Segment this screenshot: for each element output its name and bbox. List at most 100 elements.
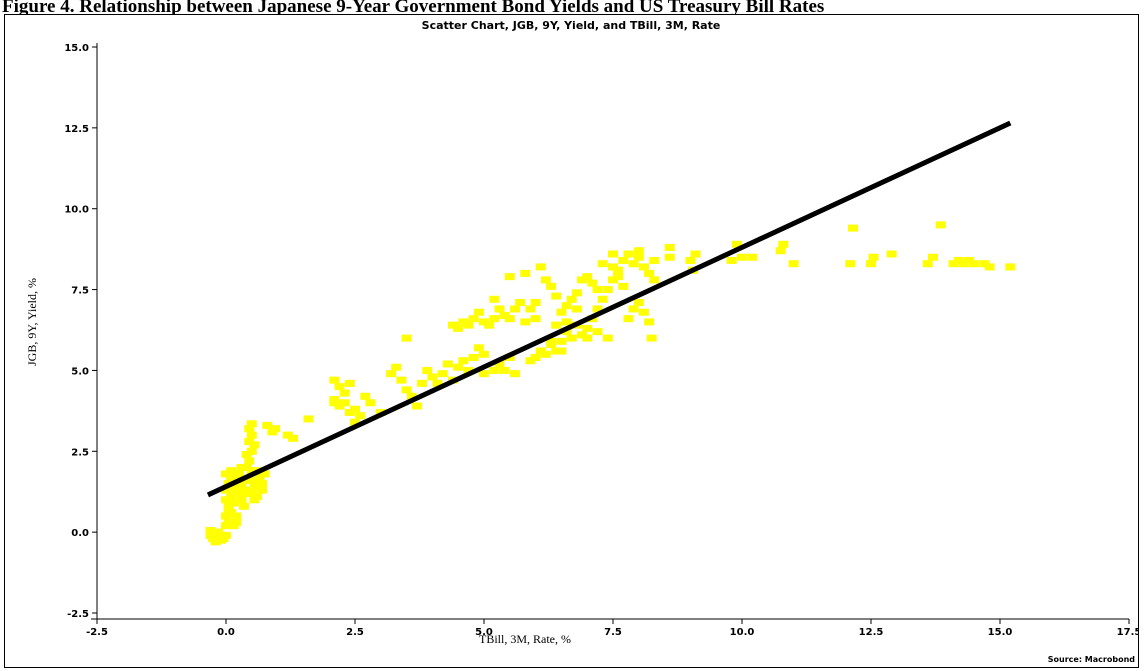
- data-point: [551, 321, 562, 329]
- y-tick-label: 12.5: [64, 124, 89, 135]
- data-point: [628, 305, 639, 313]
- data-point: [566, 334, 577, 342]
- data-points: [205, 221, 1016, 546]
- source-label: Source: Macrobond: [1048, 655, 1136, 664]
- data-point: [401, 386, 412, 394]
- y-tick-label: 0.0: [71, 528, 89, 539]
- data-point: [613, 273, 624, 281]
- data-point: [638, 263, 649, 271]
- data-point: [556, 337, 567, 345]
- data-point: [334, 402, 345, 410]
- data-point: [775, 247, 786, 255]
- data-point: [638, 308, 649, 316]
- data-point: [221, 531, 231, 539]
- data-point: [244, 457, 255, 465]
- data-point: [334, 383, 345, 391]
- data-point: [597, 260, 608, 268]
- y-axis-title: JGB, 9Y, Yield, %: [25, 278, 39, 366]
- data-point: [479, 350, 489, 358]
- data-point: [499, 311, 510, 319]
- x-tick-label: 2.5: [346, 627, 364, 638]
- data-point: [246, 420, 257, 428]
- data-point: [623, 250, 634, 258]
- data-point: [551, 347, 562, 355]
- data-point: [571, 305, 582, 313]
- data-point: [244, 476, 255, 484]
- data-point: [561, 302, 572, 310]
- data-point: [618, 282, 629, 290]
- data-point: [633, 299, 644, 307]
- data-point: [246, 431, 257, 439]
- data-point: [453, 324, 464, 332]
- data-point: [613, 266, 624, 274]
- data-point: [556, 347, 567, 355]
- data-point: [221, 496, 231, 504]
- data-point: [628, 260, 639, 268]
- data-point: [221, 470, 231, 478]
- data-point: [458, 357, 469, 365]
- data-point: [339, 389, 350, 397]
- data-point: [868, 253, 879, 261]
- data-point: [251, 483, 262, 491]
- data-point: [520, 269, 531, 277]
- data-point: [239, 489, 250, 497]
- data-point: [633, 253, 644, 261]
- data-point: [329, 399, 340, 407]
- data-point: [747, 253, 758, 261]
- x-tick-label: -2.5: [86, 627, 108, 638]
- data-point: [303, 415, 314, 423]
- data-point: [582, 334, 593, 342]
- data-point: [442, 360, 453, 368]
- data-point: [644, 269, 655, 277]
- data-point: [406, 392, 417, 400]
- data-point: [964, 256, 975, 264]
- data-point: [566, 295, 577, 303]
- data-point: [504, 315, 515, 323]
- data-point: [530, 299, 541, 307]
- data-point: [509, 370, 520, 378]
- data-point: [726, 256, 737, 264]
- data-point: [847, 224, 858, 232]
- data-point: [540, 276, 551, 284]
- data-point: [948, 260, 959, 268]
- data-point: [468, 315, 479, 323]
- data-point: [417, 379, 428, 387]
- data-point: [592, 305, 603, 313]
- data-point: [391, 363, 402, 371]
- x-axis-title: TBill, 3M, Rate, %: [479, 632, 571, 646]
- data-point: [223, 506, 234, 514]
- data-point: [685, 256, 696, 264]
- data-point: [845, 260, 856, 268]
- data-point: [262, 421, 273, 429]
- data-point: [922, 260, 933, 268]
- data-point: [494, 305, 505, 313]
- data-point: [254, 473, 265, 481]
- data-point: [257, 486, 268, 494]
- data-point: [525, 357, 536, 365]
- data-point: [205, 527, 216, 535]
- data-point: [515, 299, 526, 307]
- data-point: [458, 318, 469, 326]
- data-point: [239, 502, 250, 510]
- data-point: [270, 425, 281, 433]
- data-point: [221, 486, 231, 494]
- data-point: [561, 318, 572, 326]
- data-point: [355, 412, 366, 420]
- data-point: [249, 441, 260, 449]
- data-point: [210, 538, 221, 546]
- data-point: [350, 405, 360, 413]
- data-point: [788, 260, 799, 268]
- data-point: [339, 399, 350, 407]
- data-point: [360, 392, 371, 400]
- data-point: [396, 376, 407, 384]
- data-point: [623, 315, 634, 323]
- data-point: [236, 463, 247, 471]
- data-point: [778, 240, 789, 248]
- data-point: [226, 467, 237, 475]
- data-point: [401, 334, 412, 342]
- data-point: [551, 292, 562, 300]
- x-tick-label: 12.5: [859, 627, 884, 638]
- data-point: [365, 399, 376, 407]
- data-point: [257, 480, 268, 488]
- x-tick-label: 17.5: [1117, 627, 1138, 638]
